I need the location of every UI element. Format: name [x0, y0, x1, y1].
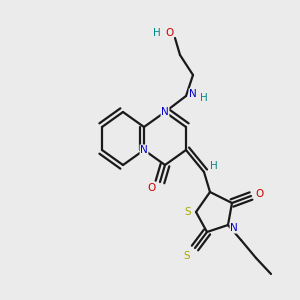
- Text: O: O: [148, 183, 156, 193]
- Text: S: S: [184, 251, 190, 261]
- Text: N: N: [230, 223, 238, 233]
- Text: N: N: [189, 89, 197, 99]
- Text: O: O: [165, 28, 173, 38]
- Text: H: H: [210, 161, 218, 171]
- Text: N: N: [161, 107, 169, 117]
- Text: H: H: [153, 28, 161, 38]
- Text: O: O: [255, 189, 263, 199]
- Text: S: S: [185, 207, 191, 217]
- Text: N: N: [140, 145, 148, 155]
- Text: H: H: [200, 93, 208, 103]
